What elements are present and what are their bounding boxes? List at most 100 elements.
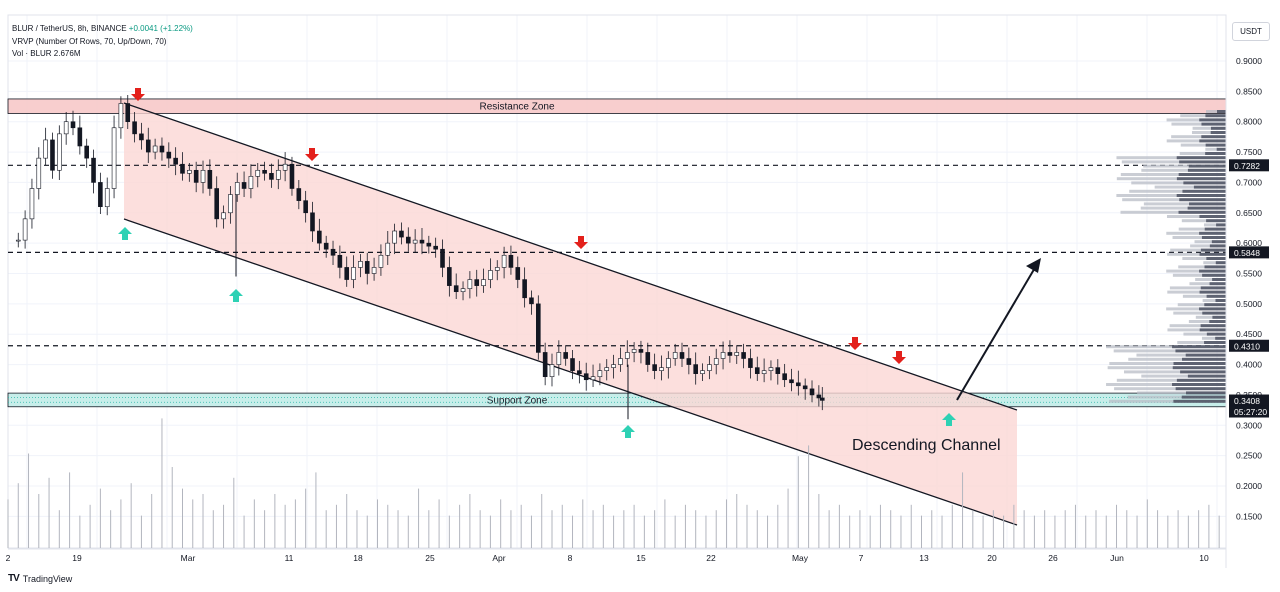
price-tick-label: 0.7000 [1236, 177, 1262, 187]
profile-bar [1177, 341, 1226, 344]
profile-bar-dark [1205, 152, 1226, 155]
candle-body [269, 173, 274, 180]
profile-bar-dark [1202, 273, 1226, 277]
currency-button[interactable]: USDT [1232, 22, 1270, 41]
candle-body [440, 248, 445, 268]
tv-logo-icon: TV [8, 573, 20, 584]
price-tick-label: 0.1500 [1236, 511, 1262, 521]
price-label: 0.7282 [1234, 161, 1260, 171]
price-tick-label: 0.4000 [1236, 360, 1262, 370]
profile-bar [1140, 206, 1226, 210]
profile-bar [1195, 315, 1226, 319]
candle-body [741, 352, 746, 359]
candle-body [536, 303, 541, 353]
candle-body [118, 103, 124, 129]
candle-body [91, 157, 96, 183]
watermark-label: TradingView [22, 573, 73, 584]
profile-bar-dark [1199, 307, 1226, 311]
candle-body [248, 176, 254, 189]
profile-bar-dark [1199, 328, 1226, 332]
profile-bar-dark [1173, 362, 1226, 365]
candle-body [296, 188, 302, 201]
profile-bar-dark [1189, 202, 1226, 206]
candle-body [139, 133, 144, 141]
profile-bar [1127, 395, 1226, 399]
support-zone-label: Support Zone [487, 395, 548, 406]
candle-body [180, 163, 185, 174]
profile-bar [1109, 399, 1226, 403]
price-label-box [1229, 159, 1269, 172]
candle-body [228, 194, 233, 214]
profile-bar [1182, 294, 1226, 298]
profile-bar-dark [1187, 168, 1226, 172]
candle-body [618, 358, 623, 365]
candle-body [145, 139, 151, 153]
price-tick-label: 0.2500 [1236, 451, 1262, 461]
profile-bar-dark [1185, 353, 1226, 357]
profile-bar [1191, 131, 1226, 134]
candle-body [262, 169, 267, 174]
profile-bar-dark [1210, 131, 1226, 134]
profile-bar [1143, 202, 1226, 206]
profile-bar [1202, 299, 1226, 302]
profile-bar [1120, 210, 1226, 214]
symbol-header: BLUR / TetherUS, 8h, BINANCE +0.0041 (+1… [12, 24, 193, 33]
candles [15, 95, 825, 420]
candle-body [563, 352, 568, 359]
profile-bar [1166, 231, 1226, 235]
candle-body [700, 370, 705, 374]
time-tick-label: Jun [1110, 553, 1124, 563]
candle-body [104, 188, 110, 208]
candle-body [255, 169, 261, 177]
profile-bar-dark [1199, 139, 1226, 143]
profile-bar-dark [1175, 349, 1226, 353]
profile-bar-dark [1199, 118, 1226, 122]
time-tick-label: 11 [285, 553, 294, 563]
candle-body [782, 373, 787, 381]
profile-bar [1116, 378, 1226, 382]
candle-body [193, 169, 199, 183]
candle-body [310, 212, 315, 232]
profile-bar-dark [1205, 143, 1226, 147]
buy-arrow-icon [229, 289, 243, 302]
candle-body [111, 127, 117, 189]
profile-bar [1136, 353, 1226, 357]
profile-bar-dark [1206, 257, 1226, 260]
candle-body [282, 163, 288, 171]
profile-bar-dark [1202, 311, 1226, 315]
profile-bar [1205, 147, 1226, 151]
channel-upper-line [123, 102, 1018, 411]
candle-body [84, 145, 89, 159]
descending-channel [123, 102, 1018, 526]
price-tick-label: 0.3000 [1236, 420, 1262, 430]
candle-body [556, 352, 562, 365]
candle-body [159, 145, 165, 153]
profile-bar [1177, 303, 1226, 307]
volume-bars [7, 418, 1220, 548]
candle-body [364, 261, 370, 274]
profile-bar [1166, 307, 1226, 311]
profile-bar [1188, 320, 1226, 323]
volume-profile [1106, 110, 1226, 403]
candle-body [36, 157, 42, 189]
candle-body [652, 364, 657, 371]
candle-body [796, 382, 801, 387]
profile-bar-dark [1193, 185, 1226, 189]
annotations: Descending Channel [852, 437, 1001, 454]
profile-bar [1120, 173, 1226, 176]
candle-body [761, 370, 767, 374]
candle-body [57, 133, 62, 171]
profile-bar-dark [1215, 261, 1226, 265]
time-tick-label: Apr [492, 553, 505, 563]
profile-bar [1116, 156, 1226, 160]
candle-body [501, 254, 507, 268]
profile-bar-dark [1201, 135, 1226, 139]
profile-bar [1194, 240, 1226, 244]
time-tick-label: 10 [1199, 553, 1209, 563]
candle-body [590, 376, 596, 381]
profile-bar-dark [1175, 387, 1226, 391]
profile-bar-dark [1209, 320, 1226, 323]
candle-body [77, 127, 83, 147]
profile-bar-dark [1173, 399, 1226, 403]
